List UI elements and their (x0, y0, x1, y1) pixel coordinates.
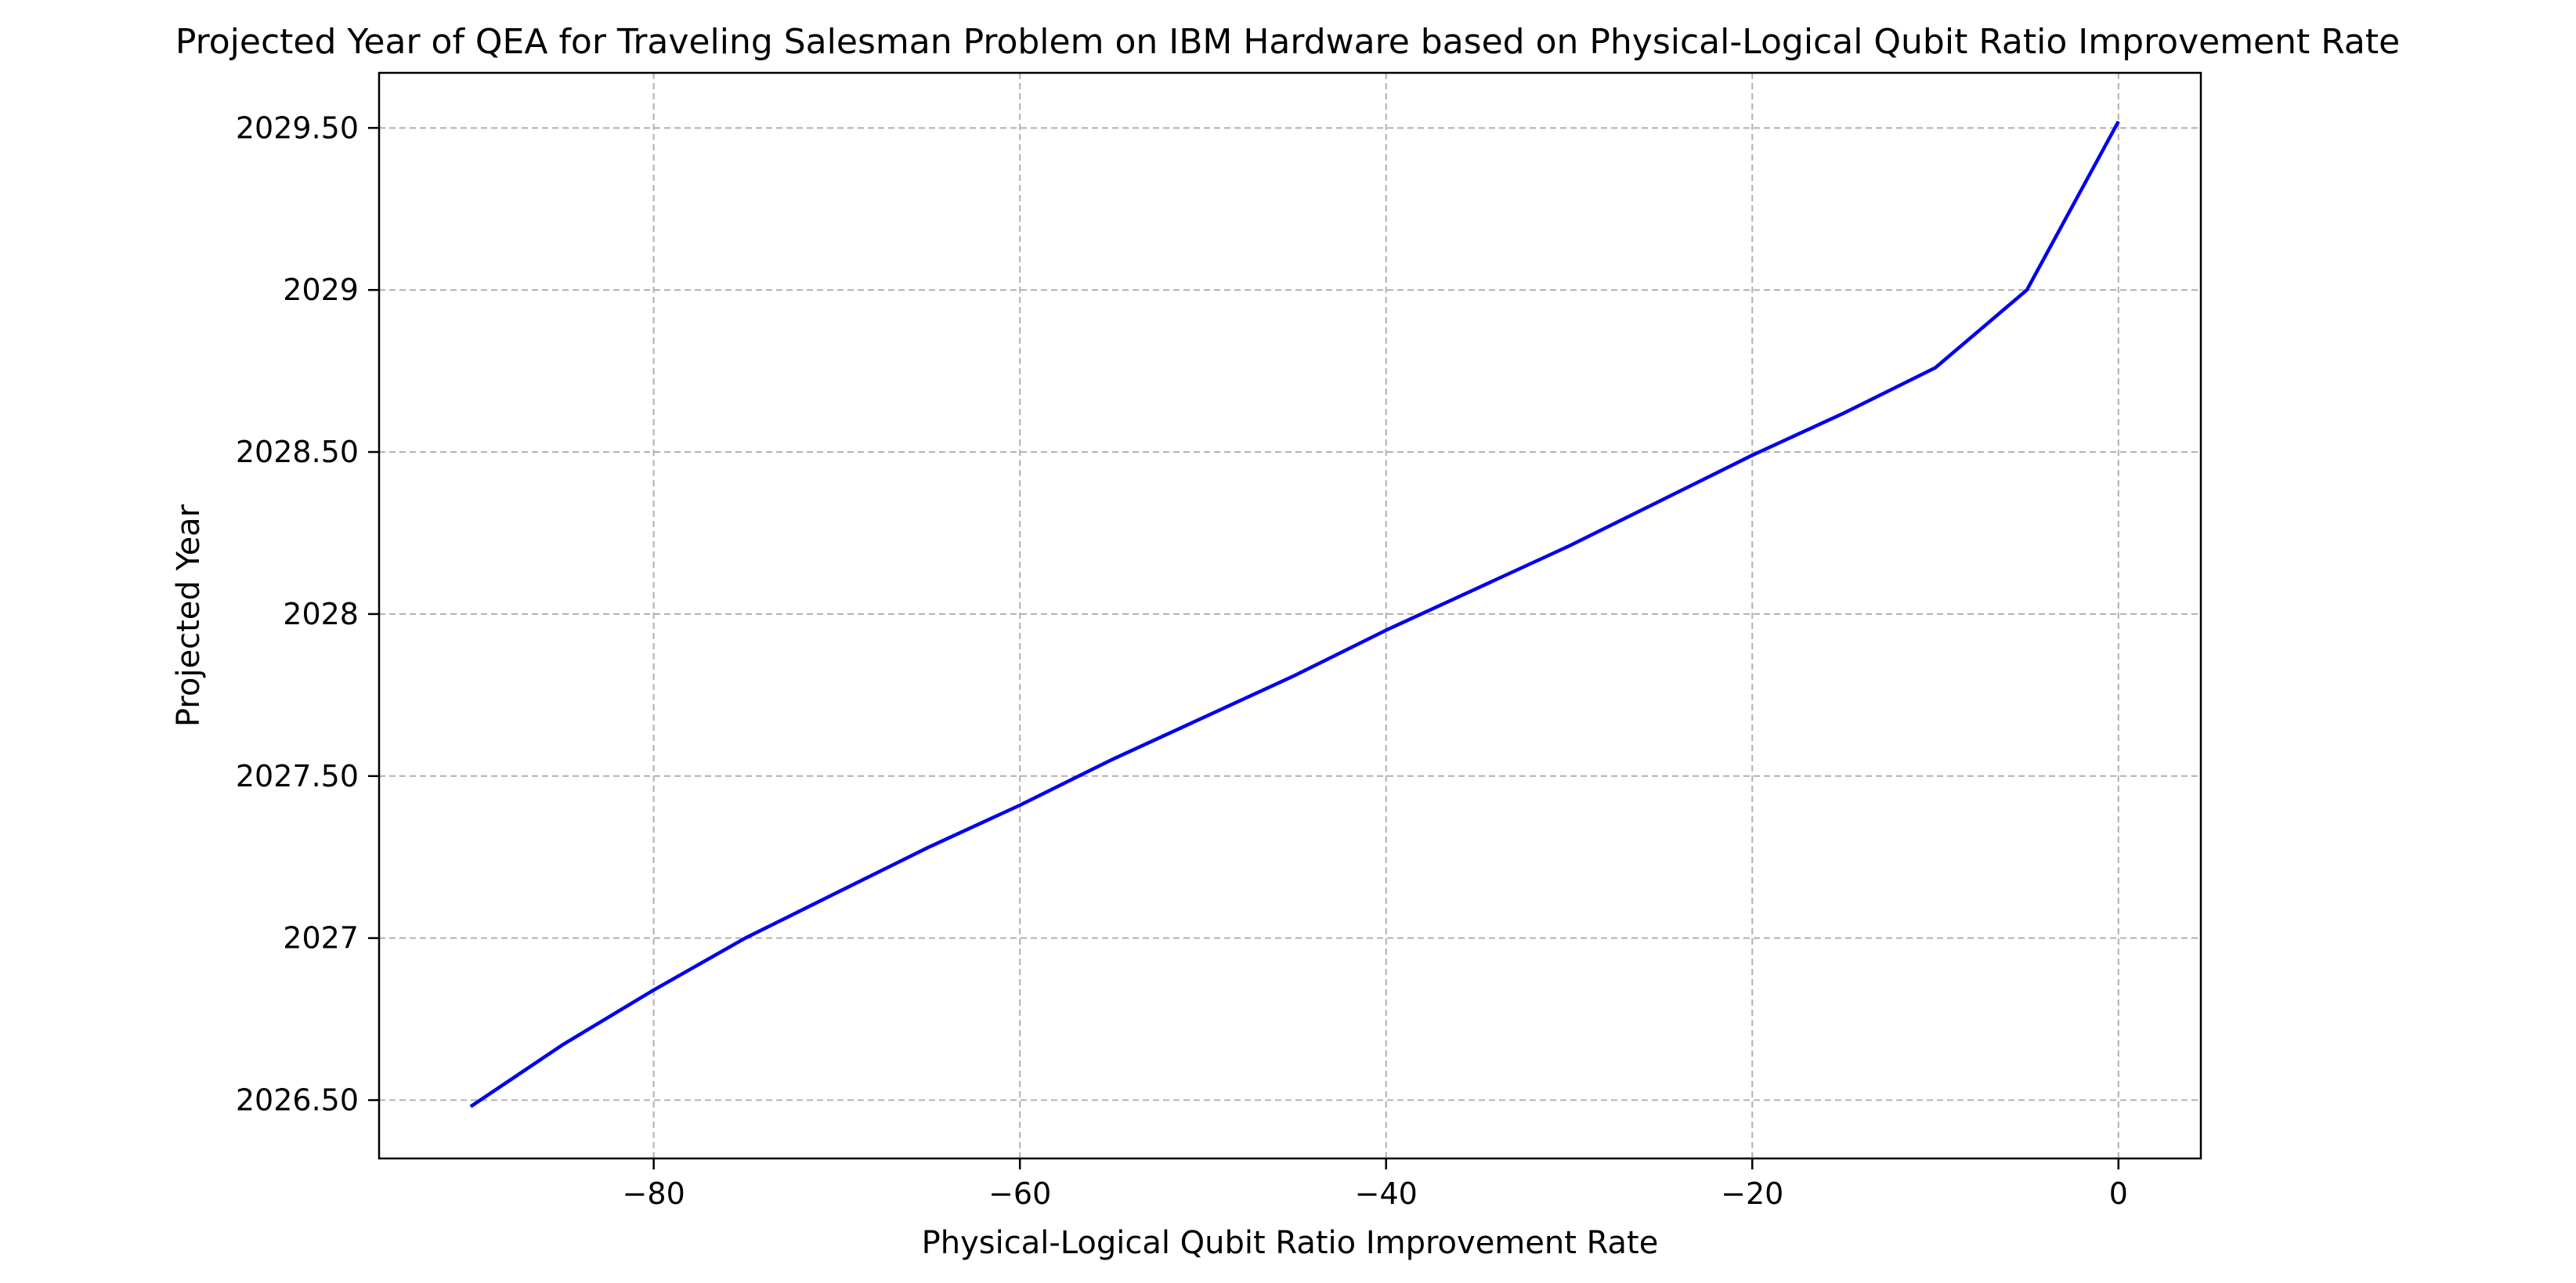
x-tick-label: −20 (1721, 1176, 1783, 1211)
grid-lines (379, 73, 2201, 1158)
series-layer (469, 121, 2120, 1108)
x-tick-label: −60 (988, 1176, 1051, 1211)
y-tick-label: 2028 (283, 597, 359, 631)
y-axis: 2026.50 2027 2027.50 2028 2028.50 2029 2029.50 (236, 110, 379, 1118)
y-tick-label: 2028.50 (236, 435, 359, 469)
x-tick-label: −40 (1355, 1176, 1418, 1211)
y-tick-label: 2026.50 (236, 1083, 359, 1118)
x-tick-label: 0 (2109, 1176, 2128, 1211)
x-axis-label: Physical-Logical Qubit Ratio Improvement… (922, 1225, 1659, 1261)
y-tick-label: 2029 (283, 273, 359, 307)
x-tick-label: −80 (623, 1176, 685, 1211)
y-tick-label: 2027.50 (236, 759, 359, 793)
x-axis: −80 −60 −40 −20 0 (623, 1158, 2128, 1211)
plot-frame (378, 71, 2202, 1160)
y-axis-label: Projected Year (171, 504, 207, 727)
chart-title: Projected Year of QEA for Traveling Sale… (175, 22, 2400, 62)
y-tick-label: 2029.50 (236, 110, 359, 145)
y-tick-label: 2027 (283, 921, 359, 956)
series-line (469, 121, 2120, 1108)
